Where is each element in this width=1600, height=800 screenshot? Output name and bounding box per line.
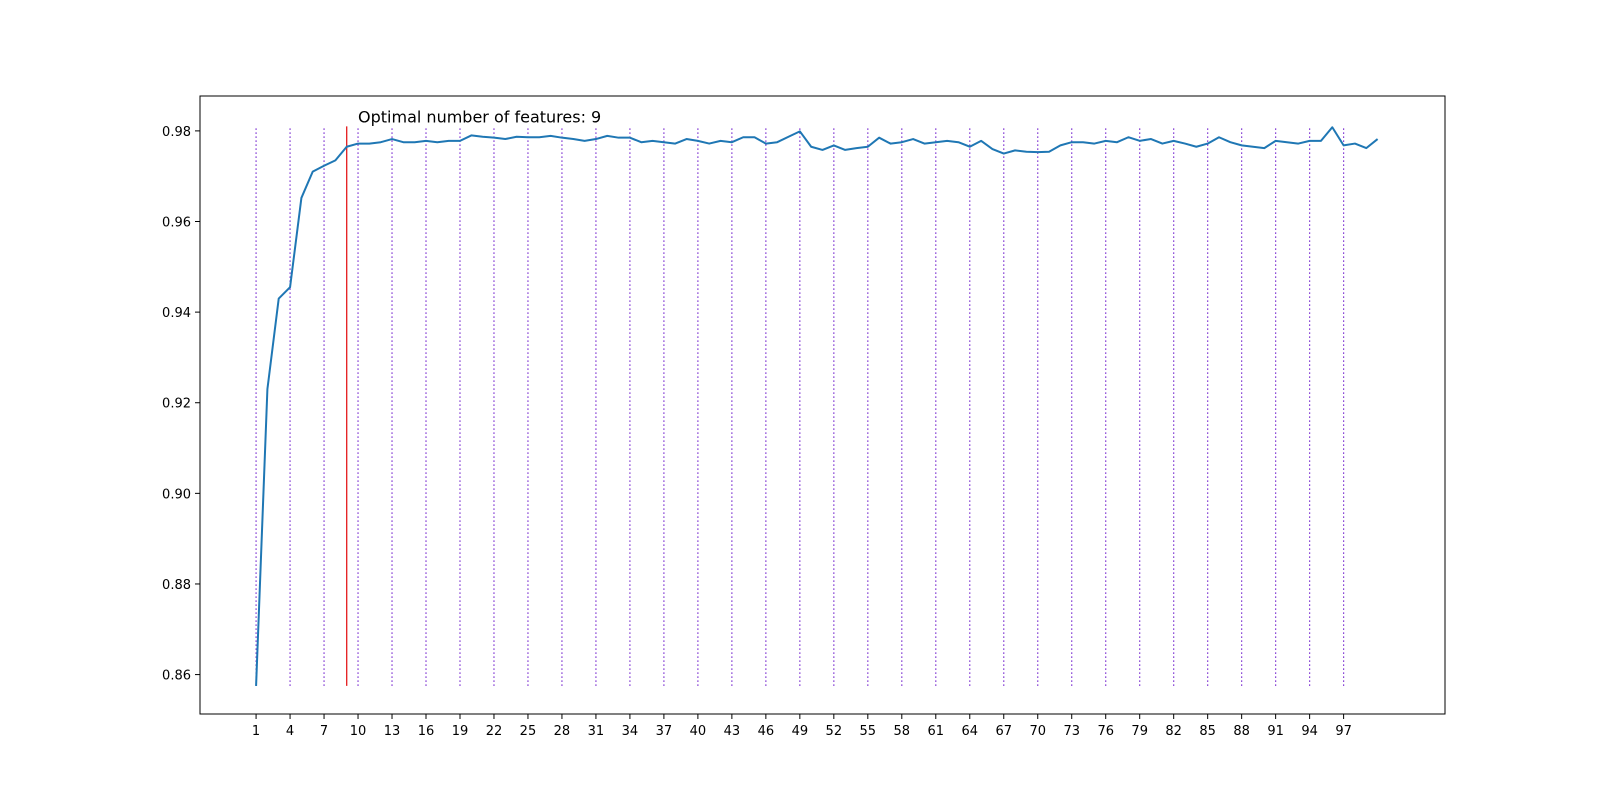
x-tick-label: 34 (622, 724, 639, 739)
y-tick-label: 0.98 (162, 125, 191, 140)
x-tick-label: 64 (961, 724, 978, 739)
x-tick-label: 67 (995, 724, 1012, 739)
x-tick-label: 61 (928, 724, 945, 739)
x-tick-label: 85 (1199, 724, 1216, 739)
x-tick-label: 79 (1131, 724, 1148, 739)
x-tick-label: 7 (320, 724, 328, 739)
x-tick-label: 31 (588, 724, 605, 739)
x-tick-label: 88 (1233, 724, 1250, 739)
x-tick-label: 13 (384, 724, 401, 739)
y-tick-label: 0.92 (162, 397, 191, 412)
x-tick-label: 4 (286, 724, 294, 739)
x-tick-label: 16 (418, 724, 435, 739)
x-tick-label: 28 (554, 724, 571, 739)
y-tick-label: 0.88 (162, 578, 191, 593)
x-tick-label: 97 (1335, 724, 1352, 739)
x-tick-label: 40 (690, 724, 707, 739)
x-tick-label: 94 (1301, 724, 1318, 739)
x-tick-label: 1 (252, 724, 260, 739)
x-tick-label: 46 (758, 724, 775, 739)
x-tick-label: 70 (1029, 724, 1046, 739)
y-tick-label: 0.96 (162, 216, 191, 231)
optimal-features-annotation: Optimal number of features: 9 (358, 107, 601, 126)
x-tick-label: 58 (894, 724, 911, 739)
x-tick-label: 37 (656, 724, 673, 739)
x-tick-label: 91 (1267, 724, 1284, 739)
y-tick-label: 0.94 (162, 306, 191, 321)
series-line (255, 126, 1379, 686)
x-tick-label: 43 (724, 724, 741, 739)
x-tick-label: 19 (452, 724, 469, 739)
x-tick-label: 52 (826, 724, 843, 739)
x-tick-label: 10 (350, 724, 367, 739)
y-axis: 0.86 0.88 0.90 0.92 0.94 0.96 0.98 (162, 125, 200, 684)
feature-markers (255, 126, 1345, 686)
plot-frame (199, 95, 1446, 715)
x-tick-label: 76 (1097, 724, 1114, 739)
y-tick-label: 0.86 (162, 669, 191, 684)
x-tick-label: 49 (792, 724, 809, 739)
x-tick-label: 55 (860, 724, 877, 739)
x-tick-label: 73 (1063, 724, 1080, 739)
x-tick-label: 22 (486, 724, 503, 739)
x-axis: 1 4 7 10 13 16 19 22 25 28 31 34 37 40 43 46 49 52 55 58 61 6… (252, 714, 1352, 739)
y-tick-label: 0.90 (162, 487, 191, 502)
x-tick-label: 25 (520, 724, 537, 739)
x-tick-label: 82 (1165, 724, 1182, 739)
